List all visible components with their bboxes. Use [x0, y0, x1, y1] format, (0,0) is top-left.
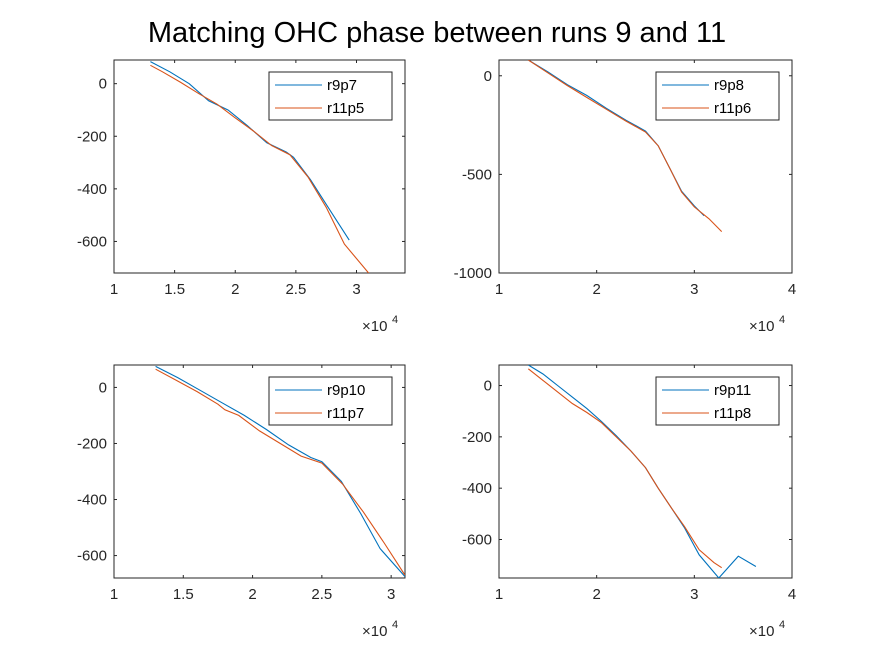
legend-label-r9p8: r9p8	[714, 77, 744, 94]
series-line-r9p10	[155, 365, 405, 577]
plot-area	[527, 60, 723, 232]
y-tick-label: -400	[462, 480, 492, 497]
plot-area	[527, 365, 757, 578]
y-tick-label: -400	[77, 492, 107, 509]
series-line-r11p8	[527, 368, 723, 569]
plot-area	[150, 61, 370, 273]
legend: r9p7 r11p5	[268, 71, 393, 121]
x-exponent-label: ×10	[362, 318, 387, 335]
series-line-r9p8	[528, 60, 705, 217]
legend-label-r9p10: r9p10	[327, 382, 365, 399]
x-tick-label: 2	[592, 586, 600, 603]
x-tick-label: 1	[110, 586, 118, 603]
y-tick-label: -1000	[454, 265, 492, 282]
series-line-r11p6	[527, 60, 723, 232]
x-exponent-label: ×10	[749, 318, 774, 335]
x-tick-label: 1	[110, 281, 118, 298]
legend-label-r9p7: r9p7	[327, 77, 357, 94]
legend-label-r11p7: r11p7	[327, 405, 364, 422]
x-tick-label: 2	[592, 281, 600, 298]
y-tick-label: 0	[484, 378, 492, 395]
y-tick-label: -600	[462, 532, 492, 549]
x-tick-label: 1	[495, 281, 503, 298]
x-tick-label: 3	[352, 281, 360, 298]
legend-label-r11p5: r11p5	[327, 100, 364, 117]
legend-label-r11p6: r11p6	[714, 100, 751, 117]
y-tick-label: -200	[462, 429, 492, 446]
x-exponent-label: ×10	[362, 623, 387, 640]
x-exponent-label: ×10	[749, 623, 774, 640]
y-tick-label: -200	[77, 128, 107, 145]
legend: r9p8 r11p6	[655, 71, 780, 121]
y-tick-label: 0	[484, 68, 492, 85]
y-tick-label: -200	[77, 435, 107, 452]
figure-title: Matching OHC phase between runs 9 and 11	[148, 17, 726, 49]
subplot-4: 1 2 3 4 0 -200 -400 -600 ×10 4 r9p11 r11p8	[462, 364, 796, 640]
y-tick-label: -600	[77, 233, 107, 250]
plot-area	[155, 365, 405, 577]
subplot-1: 1 1.5 2 2.5 3 0 -200 -400 -600 ×10 4 r9p7 r11p5	[77, 59, 406, 335]
x-tick-label: 1	[495, 586, 503, 603]
x-tick-label: 1.5	[173, 586, 194, 603]
x-tick-label: 2	[248, 586, 256, 603]
x-tick-label: 3	[387, 586, 395, 603]
x-exponent-power: 4	[392, 619, 398, 631]
y-tick-label: -600	[77, 548, 107, 565]
y-tick-label: 0	[99, 76, 107, 93]
legend-label-r11p8: r11p8	[714, 405, 751, 422]
x-tick-label: 3	[690, 281, 698, 298]
y-tick-label: 0	[99, 379, 107, 396]
legend-box	[268, 376, 393, 426]
x-tick-label: 4	[788, 281, 796, 298]
x-tick-label: 3	[690, 586, 698, 603]
x-exponent-power: 4	[392, 314, 398, 326]
x-tick-label: 2.5	[311, 586, 332, 603]
legend-box	[655, 71, 780, 121]
x-tick-label: 2.5	[285, 281, 306, 298]
subplots: 1 1.5 2 2.5 3 0 -200 -400 -600 ×10 4 r9p7 r11p5 1 2 3 4 0…	[77, 59, 796, 640]
legend: r9p11 r11p8	[655, 376, 780, 426]
series-line-r11p7	[155, 368, 405, 576]
x-tick-label: 2	[231, 281, 239, 298]
legend-box	[655, 376, 780, 426]
y-tick-label: -500	[462, 166, 492, 183]
x-exponent-power: 4	[779, 314, 785, 326]
x-tick-label: 1.5	[164, 281, 185, 298]
series-line-r11p5	[150, 64, 370, 273]
legend-label-r9p11: r9p11	[714, 382, 751, 399]
x-tick-label: 4	[788, 586, 796, 603]
subplot-2: 1 2 3 4 0 -500 -1000 ×10 4 r9p8 r11p6	[454, 59, 796, 335]
y-tick-label: -400	[77, 181, 107, 198]
legend-box	[268, 71, 393, 121]
legend: r9p10 r11p7	[268, 376, 393, 426]
x-exponent-power: 4	[779, 619, 785, 631]
subplot-3: 1 1.5 2 2.5 3 0 -200 -400 -600 ×10 4 r9p10 r11p7	[77, 364, 406, 640]
